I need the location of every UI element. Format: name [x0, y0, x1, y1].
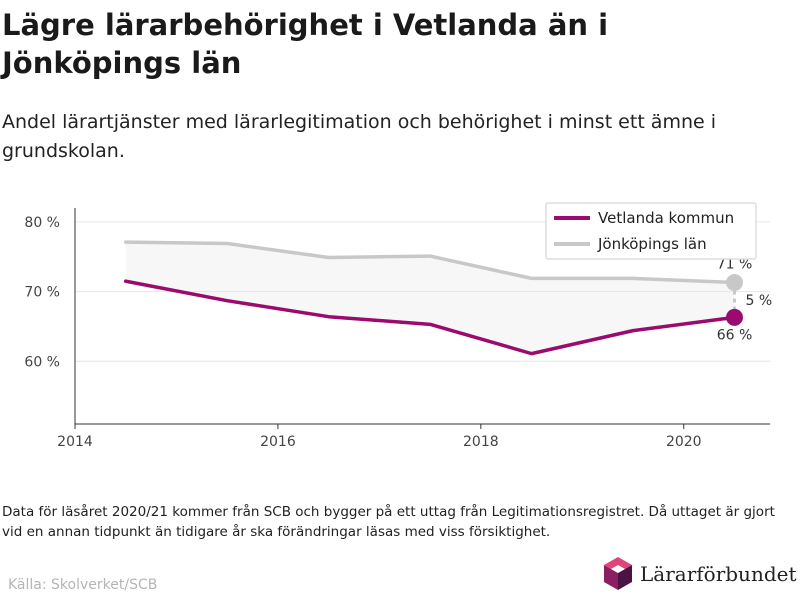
- legend[interactable]: Vetlanda kommun Jönköpings län: [545, 202, 757, 260]
- x-tick-label: 2014: [57, 434, 93, 450]
- series-line-0: [123, 279, 737, 356]
- footnote: Data för läsåret 2020/21 kommer från SCB…: [2, 504, 775, 540]
- end-marker-jonkoping: [725, 274, 743, 292]
- annotations: 71 % 66 % 5 %: [717, 257, 772, 344]
- legend-box: [545, 202, 757, 260]
- gap-area: [125, 242, 735, 354]
- chart-title: Lägre lärarbehörighet i Vetlanda än i Jö…: [2, 8, 609, 80]
- y-tick-label: 60 %: [24, 354, 60, 370]
- brand-logo: Lärarförbundet: [602, 556, 797, 592]
- x-tick-label: 2020: [666, 434, 702, 450]
- chart-subtitle: Andel lärartjänster med lärarlegitimatio…: [2, 111, 717, 162]
- x-tick-label: 2016: [260, 434, 296, 450]
- legend-label: Jönköpings län: [597, 235, 707, 253]
- annotation-label: 66 %: [717, 327, 753, 343]
- x-tick-label: 2018: [463, 434, 499, 450]
- annotation-label: 5 %: [745, 293, 772, 309]
- line-chart: 60 % 70 % 80 % 2014 2016 2018 2020 71 % 66 % 5 %…: [24, 202, 772, 450]
- source-label: Källa: Skolverket/SCB: [8, 577, 158, 593]
- y-tick-label: 80 %: [24, 215, 60, 231]
- end-marker-vetlanda: [725, 308, 743, 326]
- brand-name: Lärarförbundet: [640, 562, 797, 586]
- y-tick-label: 70 %: [24, 285, 60, 301]
- series-line-1: [123, 240, 737, 285]
- legend-label: Vetlanda kommun: [598, 209, 734, 227]
- hexagon-cube-logo-icon: [604, 557, 632, 590]
- axes: 60 % 70 % 80 % 2014 2016 2018 2020: [24, 208, 770, 450]
- end-markers: [725, 274, 743, 326]
- annotation-label: 71 %: [717, 257, 753, 273]
- series-lines: [123, 240, 737, 356]
